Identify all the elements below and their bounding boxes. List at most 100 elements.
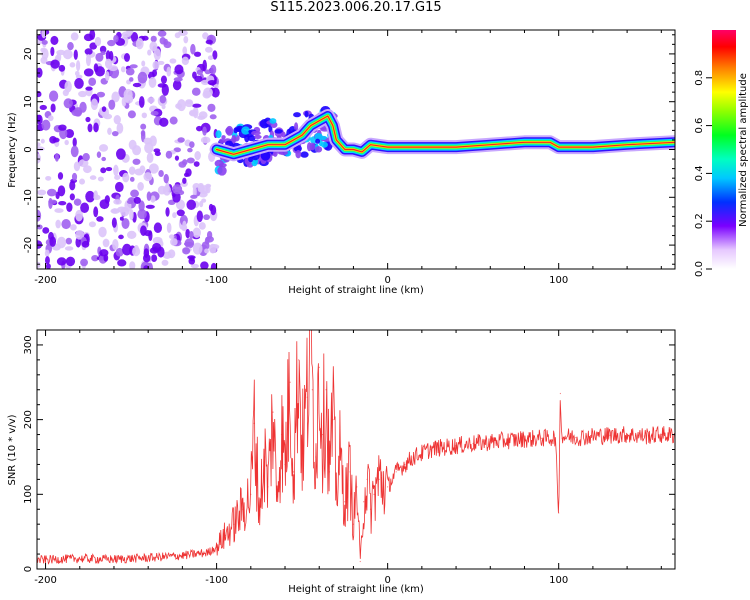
noise-blob <box>139 165 146 174</box>
noise-blob <box>122 172 130 183</box>
noise-blob <box>140 225 147 236</box>
snr-data-point <box>311 389 313 391</box>
noise-blob <box>132 145 142 156</box>
noise-blob <box>48 199 58 204</box>
noise-blob <box>115 148 126 160</box>
noise-blob <box>105 166 113 172</box>
noise-blob <box>45 263 51 269</box>
noise-blob <box>71 109 82 117</box>
noise-blob <box>174 32 181 39</box>
noise-blob <box>70 145 79 158</box>
snr-data-point <box>412 456 414 458</box>
snr-data-point <box>564 435 567 437</box>
noise-blob <box>208 243 217 254</box>
noise-blob <box>146 152 154 164</box>
noise-blob <box>40 138 45 144</box>
noise-blob <box>192 186 197 198</box>
noise-blob <box>135 38 144 50</box>
noise-blob <box>88 221 96 228</box>
noise-blob <box>158 169 164 178</box>
signal-blob <box>274 129 283 134</box>
bottom-plot-frame <box>36 329 676 570</box>
noise-blob <box>205 39 213 45</box>
noise-blob <box>186 157 195 164</box>
noise-blob <box>88 77 97 87</box>
noise-blob <box>173 77 183 82</box>
noise-blob <box>123 53 131 62</box>
top-x-tick-label: -100 <box>205 275 228 286</box>
top-x-tick-label: -200 <box>34 275 57 286</box>
noise-blob <box>57 185 66 197</box>
noise-blob <box>190 194 198 199</box>
noise-blob <box>100 167 107 174</box>
snr-data-point <box>373 493 375 495</box>
noise-blob <box>74 70 80 77</box>
noise-blob <box>207 79 217 86</box>
signal-blob <box>241 126 251 135</box>
noise-blob <box>103 254 109 262</box>
noise-blob <box>64 139 69 146</box>
snr-data-point <box>472 442 474 445</box>
snr-data-point <box>322 433 324 436</box>
bottom-x-tick-label: -200 <box>34 575 57 586</box>
noise-blob <box>204 69 211 75</box>
noise-blob <box>173 147 181 153</box>
noise-blob <box>113 114 121 125</box>
noise-blob <box>192 227 201 238</box>
noise-blob <box>114 175 121 181</box>
colorbar-tick-label: 0.0 <box>694 261 705 277</box>
noise-blob <box>79 101 87 113</box>
noise-blob <box>122 243 132 256</box>
noise-blob <box>141 60 146 67</box>
noise-blob <box>44 249 50 257</box>
noise-blob <box>192 71 197 79</box>
noise-blob <box>111 217 117 228</box>
snr-data-point <box>289 381 291 383</box>
snr-data-point <box>318 366 320 368</box>
noise-blob <box>70 32 79 41</box>
noise-blob <box>99 199 110 210</box>
noise-blob <box>143 265 149 269</box>
noise-blob <box>132 246 141 257</box>
noise-blob <box>168 234 175 239</box>
noise-blob <box>61 218 71 230</box>
noise-blob <box>170 238 178 246</box>
noise-blob <box>132 158 141 165</box>
snr-series-line <box>37 330 675 565</box>
signal-blob <box>304 110 309 118</box>
noise-blob <box>198 111 208 120</box>
noise-blob <box>172 192 181 203</box>
noise-blob <box>54 153 59 162</box>
snr-data-point <box>366 478 368 480</box>
noise-blob <box>150 195 156 203</box>
noise-blob <box>150 254 158 262</box>
noise-blob <box>41 119 51 131</box>
signal-blob <box>251 160 258 167</box>
noise-blob <box>141 112 147 119</box>
noise-blob <box>177 137 185 143</box>
colorbar <box>712 30 736 269</box>
noise-blob <box>161 104 166 110</box>
noise-blob <box>45 256 50 265</box>
noise-blob <box>66 202 73 212</box>
noise-blob <box>75 209 83 222</box>
noise-blob <box>157 185 167 195</box>
snr-data-point <box>215 545 218 548</box>
noise-blob <box>206 230 213 240</box>
snr-data-point <box>660 433 662 436</box>
noise-blob <box>40 56 48 64</box>
noise-blob <box>198 222 206 230</box>
noise-blob <box>169 58 177 64</box>
noise-blob <box>50 103 56 113</box>
snr-data-point <box>253 422 255 424</box>
signal-blob <box>244 133 250 143</box>
noise-blob <box>52 137 60 143</box>
noise-blob <box>58 201 67 206</box>
colorbar-tick-label: 0.4 <box>694 165 705 181</box>
noise-blob <box>78 90 87 98</box>
top-y-tick-label: 20 <box>23 48 34 61</box>
noise-blob <box>148 163 159 174</box>
noise-blob <box>70 224 77 231</box>
noise-blob <box>48 115 54 122</box>
noise-blob <box>150 110 159 116</box>
